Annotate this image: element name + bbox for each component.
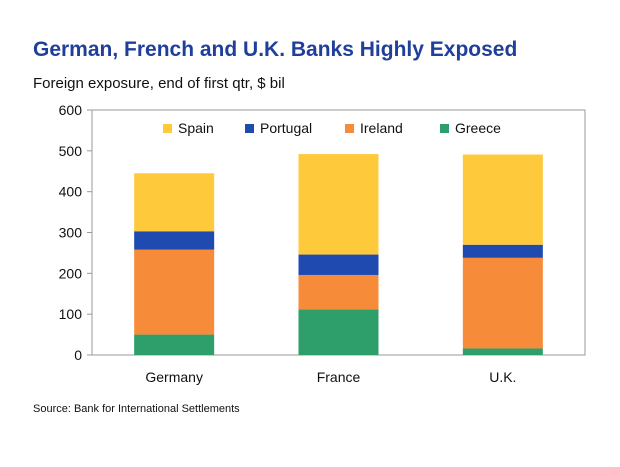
- bar-portugal-germany: [134, 231, 215, 250]
- y-tick-label: 600: [59, 102, 83, 118]
- legend-label: Greece: [455, 120, 501, 136]
- x-category-label: U.K.: [489, 369, 516, 385]
- y-tick-label: 0: [74, 347, 82, 363]
- legend-swatch: [245, 124, 254, 133]
- bar-ireland-france: [298, 274, 379, 310]
- bar-ireland-germany: [134, 249, 215, 335]
- chart-source: Source: Bank for International Settlemen…: [33, 403, 240, 415]
- legend-swatch: [440, 124, 449, 133]
- bar-spain-france: [298, 154, 379, 255]
- y-tick-label: 400: [59, 184, 83, 200]
- bar-spain-germany: [134, 173, 215, 232]
- chart-title: German, French and U.K. Banks Highly Exp…: [33, 38, 518, 61]
- y-tick-label: 500: [59, 143, 83, 159]
- legend-label: Spain: [178, 120, 214, 136]
- bar-ireland-uk: [462, 257, 543, 349]
- x-category-label: France: [317, 369, 361, 385]
- y-tick-label: 300: [59, 225, 83, 241]
- y-tick-label: 100: [59, 306, 83, 322]
- bar-greece-uk: [462, 348, 543, 355]
- legend-label: Portugal: [260, 120, 312, 136]
- y-tick-label: 200: [59, 265, 83, 281]
- bar-portugal-france: [298, 254, 379, 275]
- legend-label: Ireland: [360, 120, 403, 136]
- bar-greece-germany: [134, 334, 215, 355]
- bar-greece-france: [298, 309, 379, 355]
- legend-swatch: [163, 124, 172, 133]
- chart-subtitle: Foreign exposure, end of first qtr, $ bi…: [33, 75, 285, 92]
- bar-portugal-uk: [462, 244, 543, 258]
- x-category-label: Germany: [145, 369, 203, 385]
- legend-swatch: [345, 124, 354, 133]
- bar-spain-uk: [462, 154, 543, 245]
